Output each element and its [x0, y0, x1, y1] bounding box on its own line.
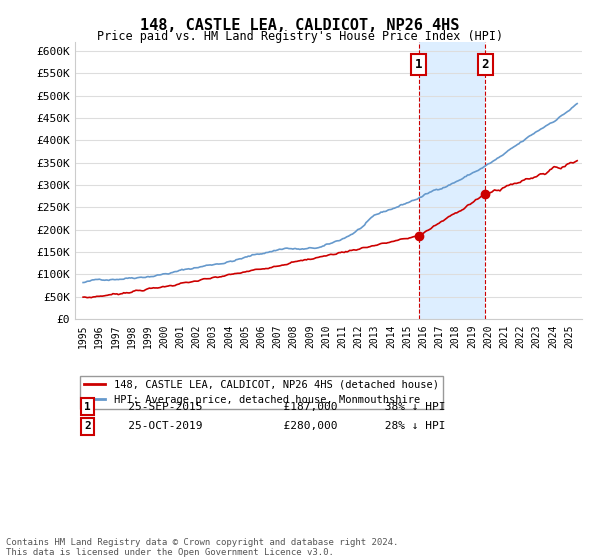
Text: 2: 2 [84, 422, 91, 431]
Text: 2: 2 [481, 58, 489, 71]
Text: Contains HM Land Registry data © Crown copyright and database right 2024.
This d: Contains HM Land Registry data © Crown c… [6, 538, 398, 557]
Text: 25-OCT-2019            £280,000       28% ↓ HPI: 25-OCT-2019 £280,000 28% ↓ HPI [108, 422, 445, 431]
Text: 148, CASTLE LEA, CALDICOT, NP26 4HS: 148, CASTLE LEA, CALDICOT, NP26 4HS [140, 18, 460, 33]
Bar [419, 42, 485, 319]
Text: Price paid vs. HM Land Registry's House Price Index (HPI): Price paid vs. HM Land Registry's House … [97, 30, 503, 43]
Text: 1: 1 [84, 402, 91, 412]
Legend: 148, CASTLE LEA, CALDICOT, NP26 4HS (detached house), HPI: Average price, detach: 148, CASTLE LEA, CALDICOT, NP26 4HS (det… [80, 376, 443, 409]
Text: 25-SEP-2015            £187,000       38% ↓ HPI: 25-SEP-2015 £187,000 38% ↓ HPI [108, 402, 445, 412]
Text: 1: 1 [415, 58, 422, 71]
